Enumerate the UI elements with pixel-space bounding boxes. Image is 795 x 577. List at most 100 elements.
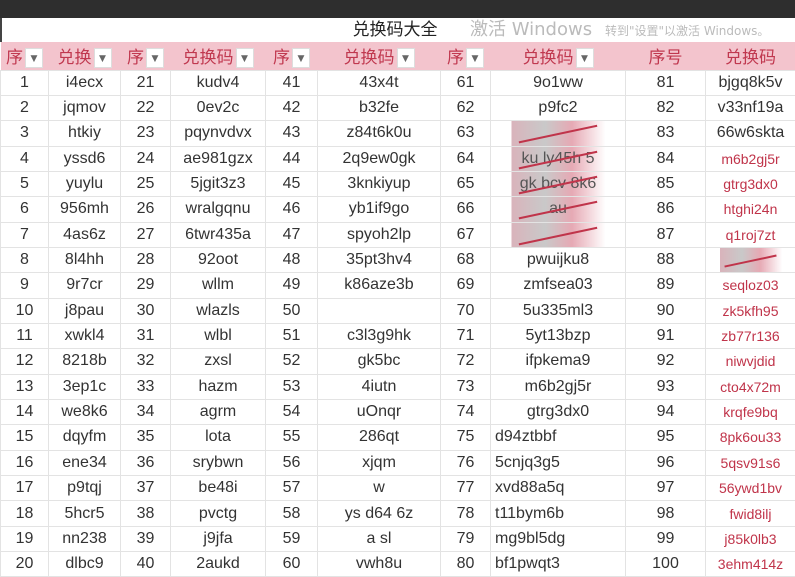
code-cell[interactable]: zk5kfh95 [705,297,795,324]
code-cell[interactable]: pvctg [170,500,266,527]
code-cell[interactable]: 9o1ww [490,69,626,96]
code-cell[interactable]: spyoh2lp [317,221,441,248]
code-cell[interactable]: dlbc9 [48,551,121,577]
code-cell[interactable]: a sl [317,525,441,553]
code-cell[interactable]: zb77r136 [705,322,795,350]
code-cell[interactable]: 0ev2c [170,94,266,122]
code-cell[interactable]: 286qt [317,424,441,451]
code-cell[interactable]: ene34 [48,449,121,477]
code-cell[interactable]: j85k0lb3 [705,525,795,553]
code-cell[interactable]: krqfe9bq [705,398,795,426]
code-cell[interactable]: jqmov [48,94,121,122]
code-cell[interactable]: w [317,474,441,502]
code-cell[interactable]: be48i [170,474,266,502]
filter-dropdown-icon[interactable]: ▼ [396,48,415,69]
code-cell[interactable]: gk5bc [317,348,441,375]
code-cell[interactable]: 6twr435a [170,221,266,248]
code-cell[interactable]: xwkl4 [48,322,121,350]
code-cell[interactable]: yuylu [48,170,121,198]
code-cell[interactable]: ifpkema9 [490,348,626,375]
code-cell[interactable]: mg9bl5dg [490,525,626,553]
filter-dropdown-icon[interactable]: ▼ [93,48,112,69]
code-cell[interactable]: v33nf19a [705,94,795,122]
code-cell[interactable] [490,120,626,147]
code-cell[interactable]: htghi24n [705,196,795,223]
code-cell[interactable]: gtrg3dx0 [490,398,626,426]
code-cell[interactable]: 3ehm414z [705,551,795,577]
code-cell[interactable]: k86aze3b [317,272,441,299]
code-cell[interactable]: 956mh [48,196,121,223]
code-cell[interactable] [490,221,626,248]
code-cell[interactable]: zmfsea03 [490,272,626,299]
code-cell[interactable]: d94ztbbf [490,424,626,451]
code-cell[interactable]: wlazls [170,297,266,324]
code-cell[interactable]: gk bcv 8k6 [490,170,626,198]
code-cell[interactable]: pqynvdvx [170,120,266,147]
code-cell[interactable]: 4iutn [317,373,441,400]
code-cell[interactable]: 35pt3hv4 [317,246,441,274]
code-cell[interactable]: lota [170,424,266,451]
code-cell[interactable]: m6b2gj5r [705,145,795,172]
code-cell[interactable]: 5qsv91s6 [705,449,795,477]
code-cell[interactable]: ys d64 6z [317,500,441,527]
filter-dropdown-icon[interactable]: ▼ [235,48,254,69]
code-cell[interactable]: 66w6skta [705,120,795,147]
code-cell[interactable]: p9tqj [48,474,121,502]
code-cell[interactable]: 8pk6ou33 [705,424,795,451]
code-cell[interactable]: gtrg3dx0 [705,170,795,198]
filter-dropdown-icon[interactable]: ▼ [466,48,484,69]
code-cell[interactable]: we8k6 [48,398,121,426]
code-cell[interactable]: niwvjdid [705,348,795,375]
code-cell[interactable]: ae981gzx [170,145,266,172]
code-cell[interactable]: uOnqr [317,398,441,426]
code-cell[interactable]: 9r7cr [48,272,121,299]
code-cell[interactable]: bf1pwqt3 [490,551,626,577]
filter-dropdown-icon[interactable]: ▼ [292,48,310,69]
code-cell[interactable]: pwuijku8 [490,246,626,274]
filter-dropdown-icon[interactable]: ▼ [25,48,43,69]
code-cell[interactable]: 5cnjq3g5 [490,449,626,477]
filter-dropdown-icon[interactable]: ▼ [146,48,164,69]
code-cell[interactable]: m6b2gj5r [490,373,626,400]
code-cell[interactable]: 3knkiyup [317,170,441,198]
code-cell[interactable]: 4as6z [48,221,121,248]
code-cell[interactable]: 2aukd [170,551,266,577]
code-cell[interactable]: 5u335ml3 [490,297,626,324]
code-cell[interactable]: q1roj7zt [705,221,795,248]
code-cell[interactable]: 56ywd1bv [705,474,795,502]
code-cell[interactable]: 5hcr5 [48,500,121,527]
code-cell[interactable]: srybwn [170,449,266,477]
code-cell[interactable]: j9jfa [170,525,266,553]
code-cell[interactable]: 43x4t [317,69,441,96]
code-cell[interactable]: agrm [170,398,266,426]
code-cell[interactable]: 5yt13bzp [490,322,626,350]
code-cell[interactable]: bjgq8k5v [705,69,795,96]
code-cell[interactable]: cto4x72m [705,373,795,400]
code-cell[interactable]: htkiy [48,120,121,147]
code-cell[interactable] [317,297,441,324]
code-cell[interactable]: wllm [170,272,266,299]
code-cell[interactable]: 3ep1c [48,373,121,400]
filter-dropdown-icon[interactable]: ▼ [575,48,594,69]
code-cell[interactable] [705,246,795,274]
code-cell[interactable]: 8218b [48,348,121,375]
code-cell[interactable]: dqyfm [48,424,121,451]
code-cell[interactable]: seqloz03 [705,272,795,299]
code-cell[interactable]: j8pau [48,297,121,324]
code-cell[interactable]: xjqm [317,449,441,477]
code-cell[interactable]: z84t6k0u [317,120,441,147]
code-cell[interactable]: fwid8ilj [705,500,795,527]
code-cell[interactable]: hazm [170,373,266,400]
code-cell[interactable]: wralgqnu [170,196,266,223]
code-cell[interactable]: nn238 [48,525,121,553]
code-cell[interactable]: zxsl [170,348,266,375]
code-cell[interactable]: p9fc2 [490,94,626,122]
code-cell[interactable]: wlbl [170,322,266,350]
code-cell[interactable]: b32fe [317,94,441,122]
code-cell[interactable]: t11bym6b [490,500,626,527]
code-cell[interactable]: kudv4 [170,69,266,96]
code-cell[interactable]: xvd88a5q [490,474,626,502]
code-cell[interactable]: au [490,196,626,223]
code-cell[interactable]: yssd6 [48,145,121,172]
code-cell[interactable]: 8l4hh [48,246,121,274]
